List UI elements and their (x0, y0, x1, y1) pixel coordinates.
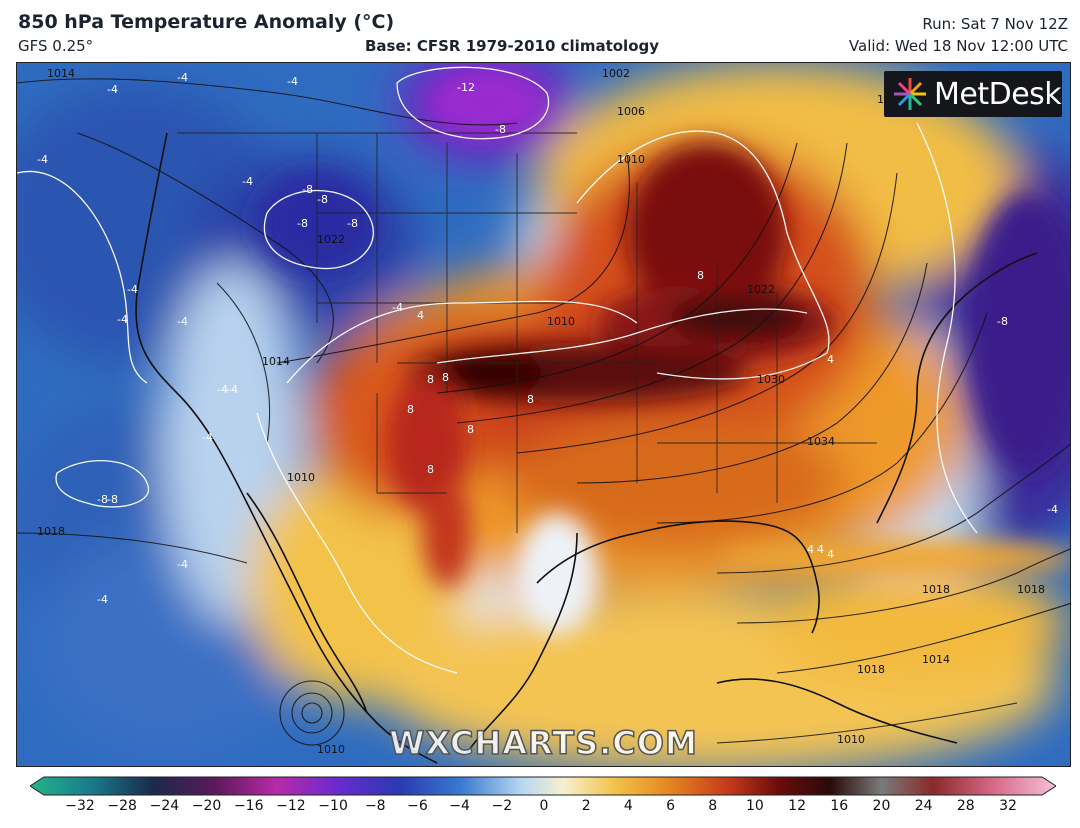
anomaly-label: -4 (177, 71, 188, 84)
anomaly-label: -12 (457, 81, 475, 94)
anomaly-label: -8 (347, 217, 358, 230)
anomaly-label: -8 (997, 315, 1008, 328)
isobar-label: 1010 (547, 315, 575, 328)
anomaly-label: -4 (242, 175, 253, 188)
isobar-label: 1014 (922, 653, 950, 666)
valid-time-label: Valid: Wed 18 Nov 12:00 UTC (848, 37, 1068, 55)
isobar-label: 1018 (922, 583, 950, 596)
anomaly-label: -4 (392, 301, 403, 314)
colorbar-tick-label: −2 (491, 798, 513, 814)
colorbar-tick-label: −10 (318, 798, 348, 814)
anomaly-label: 8 (442, 371, 449, 384)
chart-title: 850 hPa Temperature Anomaly (°C) (18, 11, 395, 33)
colorbar-tick-label: 8 (708, 798, 718, 814)
anomaly-field-broad (17, 63, 1070, 766)
isobar-label: 1010 (287, 471, 315, 484)
isobar-label: 1022 (317, 233, 345, 246)
state-borders (177, 132, 877, 533)
colorbar-tick-label: 0 (539, 798, 549, 814)
colorbar-tick-label: −12 (276, 798, 306, 814)
colorbar-tick-label: −8 (364, 798, 386, 814)
anomaly-label: -4 (1047, 503, 1058, 516)
colorbar-tick-labels: −32 −28 −24 −20 −16 −12 −10 −8 −6 −4 −2 0 2 4 6 8 10 12 16… (0, 798, 1080, 822)
colorbar-tick-label: 6 (666, 798, 675, 814)
anomaly-label: -4 (177, 558, 188, 571)
isobar-label: 1010 (617, 153, 645, 166)
anomaly-label: -4 (202, 431, 213, 444)
colorbar-gradient (30, 776, 1056, 796)
anomaly-label: 8 (427, 463, 434, 476)
anomaly-label: -4 (37, 153, 48, 166)
metdesk-logo: MetDesk (884, 71, 1062, 117)
anomaly-label: -8 (297, 217, 308, 230)
colorbar-tick-label: 4 (623, 798, 633, 814)
anomaly-labels: -4-4-4-12-8-4-8-8-8 -8-4-4-4-4 -4 -8-4-4-84… (37, 71, 1058, 606)
anomaly-label: 8 (527, 393, 534, 406)
isobar-label: 1014 (47, 67, 75, 80)
anomaly-label: -4 (117, 313, 128, 326)
colorbar-tick-label: −24 (149, 798, 180, 814)
isobar-label: 1010 (837, 733, 865, 746)
watermark: WXCHARTS.COM (388, 723, 698, 763)
anomaly-map[interactable]: 1014 1018 1018 1022 1022 1014 1010 1010 1002 1006… (16, 62, 1071, 767)
anomaly-label: 4 (827, 548, 834, 561)
anomaly-label: -8 (97, 493, 108, 506)
map-canvas: 1014 1018 1018 1022 1022 1014 1010 1010 1002 1006… (17, 63, 1070, 766)
anomaly-contours (17, 66, 978, 674)
colorbar-tick-label: 12 (788, 798, 806, 814)
anomaly-label: 8 (697, 269, 704, 282)
colorbar-tick-label: 10 (745, 798, 764, 814)
anomaly-label: -4 (127, 283, 138, 296)
colorbar-tick-label: 2 (581, 798, 591, 814)
anomaly-label: -8 (317, 193, 328, 206)
isobar-label: 1014 (262, 355, 290, 368)
anomaly-label: 4 (827, 353, 834, 366)
model-label: GFS 0.25° (18, 37, 94, 55)
isobar-label: 1018 (1017, 583, 1045, 596)
metdesk-starburst-icon (894, 78, 926, 110)
colorbar-tick-label: −16 (233, 798, 264, 814)
isobars (17, 78, 1070, 746)
colorbar-tick-label: 32 (999, 798, 1017, 814)
colorbar-tick-label: −28 (107, 798, 137, 814)
isobar-label: 1002 (602, 67, 630, 80)
isobar-label: 1030 (757, 373, 785, 386)
anomaly-label: 8 (427, 373, 434, 386)
isobar-label: 1010 (317, 743, 345, 756)
colorbar-tick-label: −6 (407, 798, 428, 814)
anomaly-label: -4 (217, 383, 228, 396)
colorbar-tick-label: 20 (872, 798, 891, 814)
colorbar (30, 776, 1056, 796)
colorbar-tick-label: −20 (191, 798, 222, 814)
anomaly-label: 8 (407, 403, 414, 416)
anomaly-label: -8 (495, 123, 506, 136)
anomaly-label: -4 (177, 315, 188, 328)
coastlines (135, 132, 1038, 764)
anomaly-label: -8 (107, 493, 118, 506)
isobar-label: 1018 (37, 525, 65, 538)
anomaly-label: 4 (817, 543, 824, 556)
anomaly-label: 4 (807, 543, 814, 556)
logo-text: MetDesk (934, 76, 1062, 112)
anomaly-label: -4 (227, 383, 238, 396)
colorbar-tick-label: 24 (914, 798, 933, 814)
anomaly-label: 4 (417, 309, 424, 322)
isobar-label: 1006 (617, 105, 645, 118)
colorbar-tick-label: 16 (830, 798, 849, 814)
anomaly-label: -4 (287, 75, 298, 88)
run-time-label: Run: Sat 7 Nov 12Z (922, 15, 1068, 33)
colorbar-tick-label: −4 (449, 798, 470, 814)
climatology-base-label: Base: CFSR 1979-2010 climatology (365, 37, 660, 55)
anomaly-label: -4 (107, 83, 118, 96)
colorbar-tick-label: −32 (65, 798, 95, 814)
isobar-label: 1018 (857, 663, 885, 676)
anomaly-label: -4 (97, 593, 108, 606)
anomaly-label: 8 (467, 423, 474, 436)
isobar-label: 1022 (747, 283, 775, 296)
isobar-label: 1034 (807, 435, 835, 448)
colorbar-tick-label: 28 (956, 798, 975, 814)
anomaly-label: -8 (302, 183, 313, 196)
